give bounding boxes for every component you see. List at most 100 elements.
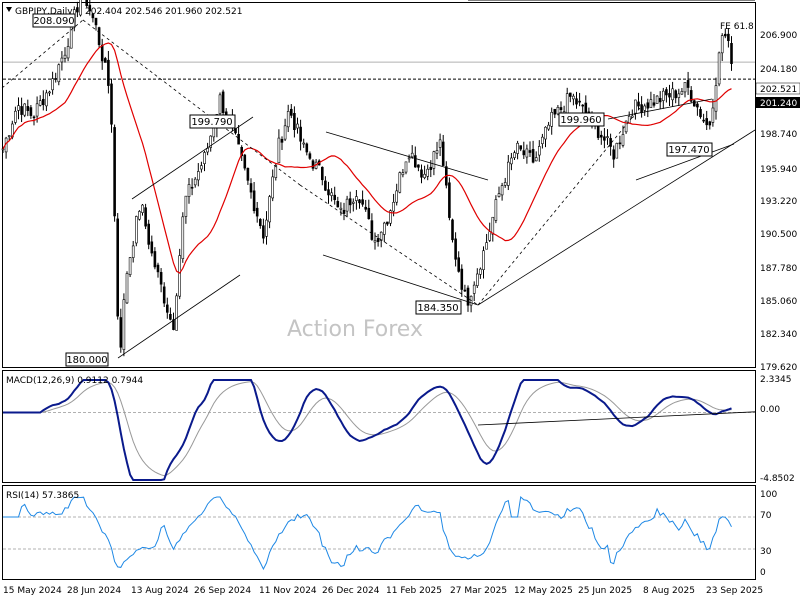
descending-channel-upper (325, 131, 489, 181)
candle-body (364, 206, 368, 210)
candle-body (677, 93, 681, 98)
candle-body (575, 98, 578, 105)
candle-body (324, 180, 327, 191)
candle-body (38, 100, 42, 106)
candle-body (45, 92, 48, 107)
rsi-tick: 70 (760, 511, 772, 521)
price-tick: 195.940 (760, 165, 797, 175)
price-axis: 206.900 204.180 202.521 201.240 198.740 … (755, 31, 800, 373)
candle-body (342, 209, 346, 214)
low-label-box (65, 352, 109, 367)
candle-body (379, 231, 383, 241)
candle-body (516, 142, 519, 154)
candle-body (128, 257, 132, 275)
x-tick: 26 Dec 2024 (322, 586, 380, 596)
candle-body (615, 143, 619, 159)
candle-body (370, 220, 374, 240)
candle-body (547, 124, 550, 130)
low3-label-box (666, 142, 713, 157)
candle-body (525, 148, 529, 158)
candle-body (475, 273, 479, 286)
candle-body (466, 287, 470, 306)
candle-body (187, 184, 191, 197)
candle-body (612, 149, 616, 160)
candle-body (426, 168, 430, 177)
candle-body (311, 160, 315, 169)
candle-body (296, 123, 299, 129)
wedge-upper (607, 98, 713, 120)
candle-body (534, 157, 538, 162)
candle-body (193, 178, 197, 186)
candle-body (460, 268, 464, 290)
candle-body (156, 264, 160, 273)
candle-body (91, 13, 95, 19)
candle-body (637, 101, 640, 107)
candle-body (286, 111, 290, 128)
price-annotations: 208.090 180.000 199.790 184.350 199.960 … (32, 13, 754, 367)
candle-body (336, 201, 340, 208)
macd-main-line (3, 379, 732, 481)
rsi-tick: 30 (760, 547, 772, 557)
candle-body (302, 142, 306, 145)
candle-body (513, 152, 516, 159)
candle-body (85, 0, 88, 6)
collapse-triangle-icon[interactable] (6, 7, 12, 12)
candle-body (491, 216, 495, 235)
macd-tick: 0.00 (760, 405, 780, 415)
candle-body (367, 207, 371, 220)
candle-body (528, 150, 532, 153)
candle-series (1, 0, 733, 357)
candle-body (531, 149, 535, 163)
candle-body (249, 183, 253, 193)
candle-body (308, 153, 312, 159)
ref-price-label: 201.240 (760, 99, 797, 109)
candle-body (289, 108, 293, 116)
candle-body (373, 240, 377, 243)
mid-high2-label-box (558, 112, 605, 127)
candle-body (730, 43, 733, 64)
descending-channel-lower (322, 254, 479, 306)
candle-body (702, 119, 705, 122)
candle-body (23, 103, 27, 116)
candle-body (135, 216, 138, 244)
candle-body (17, 105, 20, 111)
candle-body (218, 94, 222, 114)
candle-body (472, 284, 476, 294)
candle-body (7, 135, 11, 137)
candle-body (689, 90, 693, 102)
candle-body (14, 110, 17, 123)
candle-body (553, 108, 557, 115)
candle-body (624, 120, 628, 133)
rsi-line (3, 496, 755, 571)
candle-body (262, 225, 265, 239)
candle-body (348, 198, 352, 206)
candle-body (401, 172, 405, 176)
candle-body (606, 136, 609, 139)
macd-label: MACD(12,26,9) 0.9112 0.7944 (6, 376, 143, 386)
rsi-path (3, 496, 732, 571)
candle-body (57, 64, 61, 83)
candle-body (144, 207, 147, 227)
x-tick: 26 Sep 2024 (194, 586, 251, 596)
candle-body (358, 199, 361, 204)
candle-body (565, 93, 569, 115)
candle-body (283, 125, 287, 140)
candle-body (711, 107, 715, 123)
candle-body (581, 104, 585, 107)
candle-body (438, 139, 442, 148)
candle-body (274, 165, 278, 178)
price-tick: 182.340 (760, 330, 797, 340)
candle-body (97, 27, 101, 45)
candle-body (432, 151, 436, 169)
rsi-pane (2, 485, 756, 580)
swing-line-dashed (477, 107, 641, 306)
candle-body (451, 219, 454, 241)
candle-body (646, 102, 650, 109)
macd-trendline (477, 411, 756, 426)
candle-body (237, 133, 240, 145)
candle-body (699, 109, 702, 118)
candle-body (686, 80, 690, 88)
candle-body (355, 196, 358, 201)
x-axis: 15 May 2024 28 Jun 2024 13 Aug 2024 26 S… (3, 586, 763, 596)
